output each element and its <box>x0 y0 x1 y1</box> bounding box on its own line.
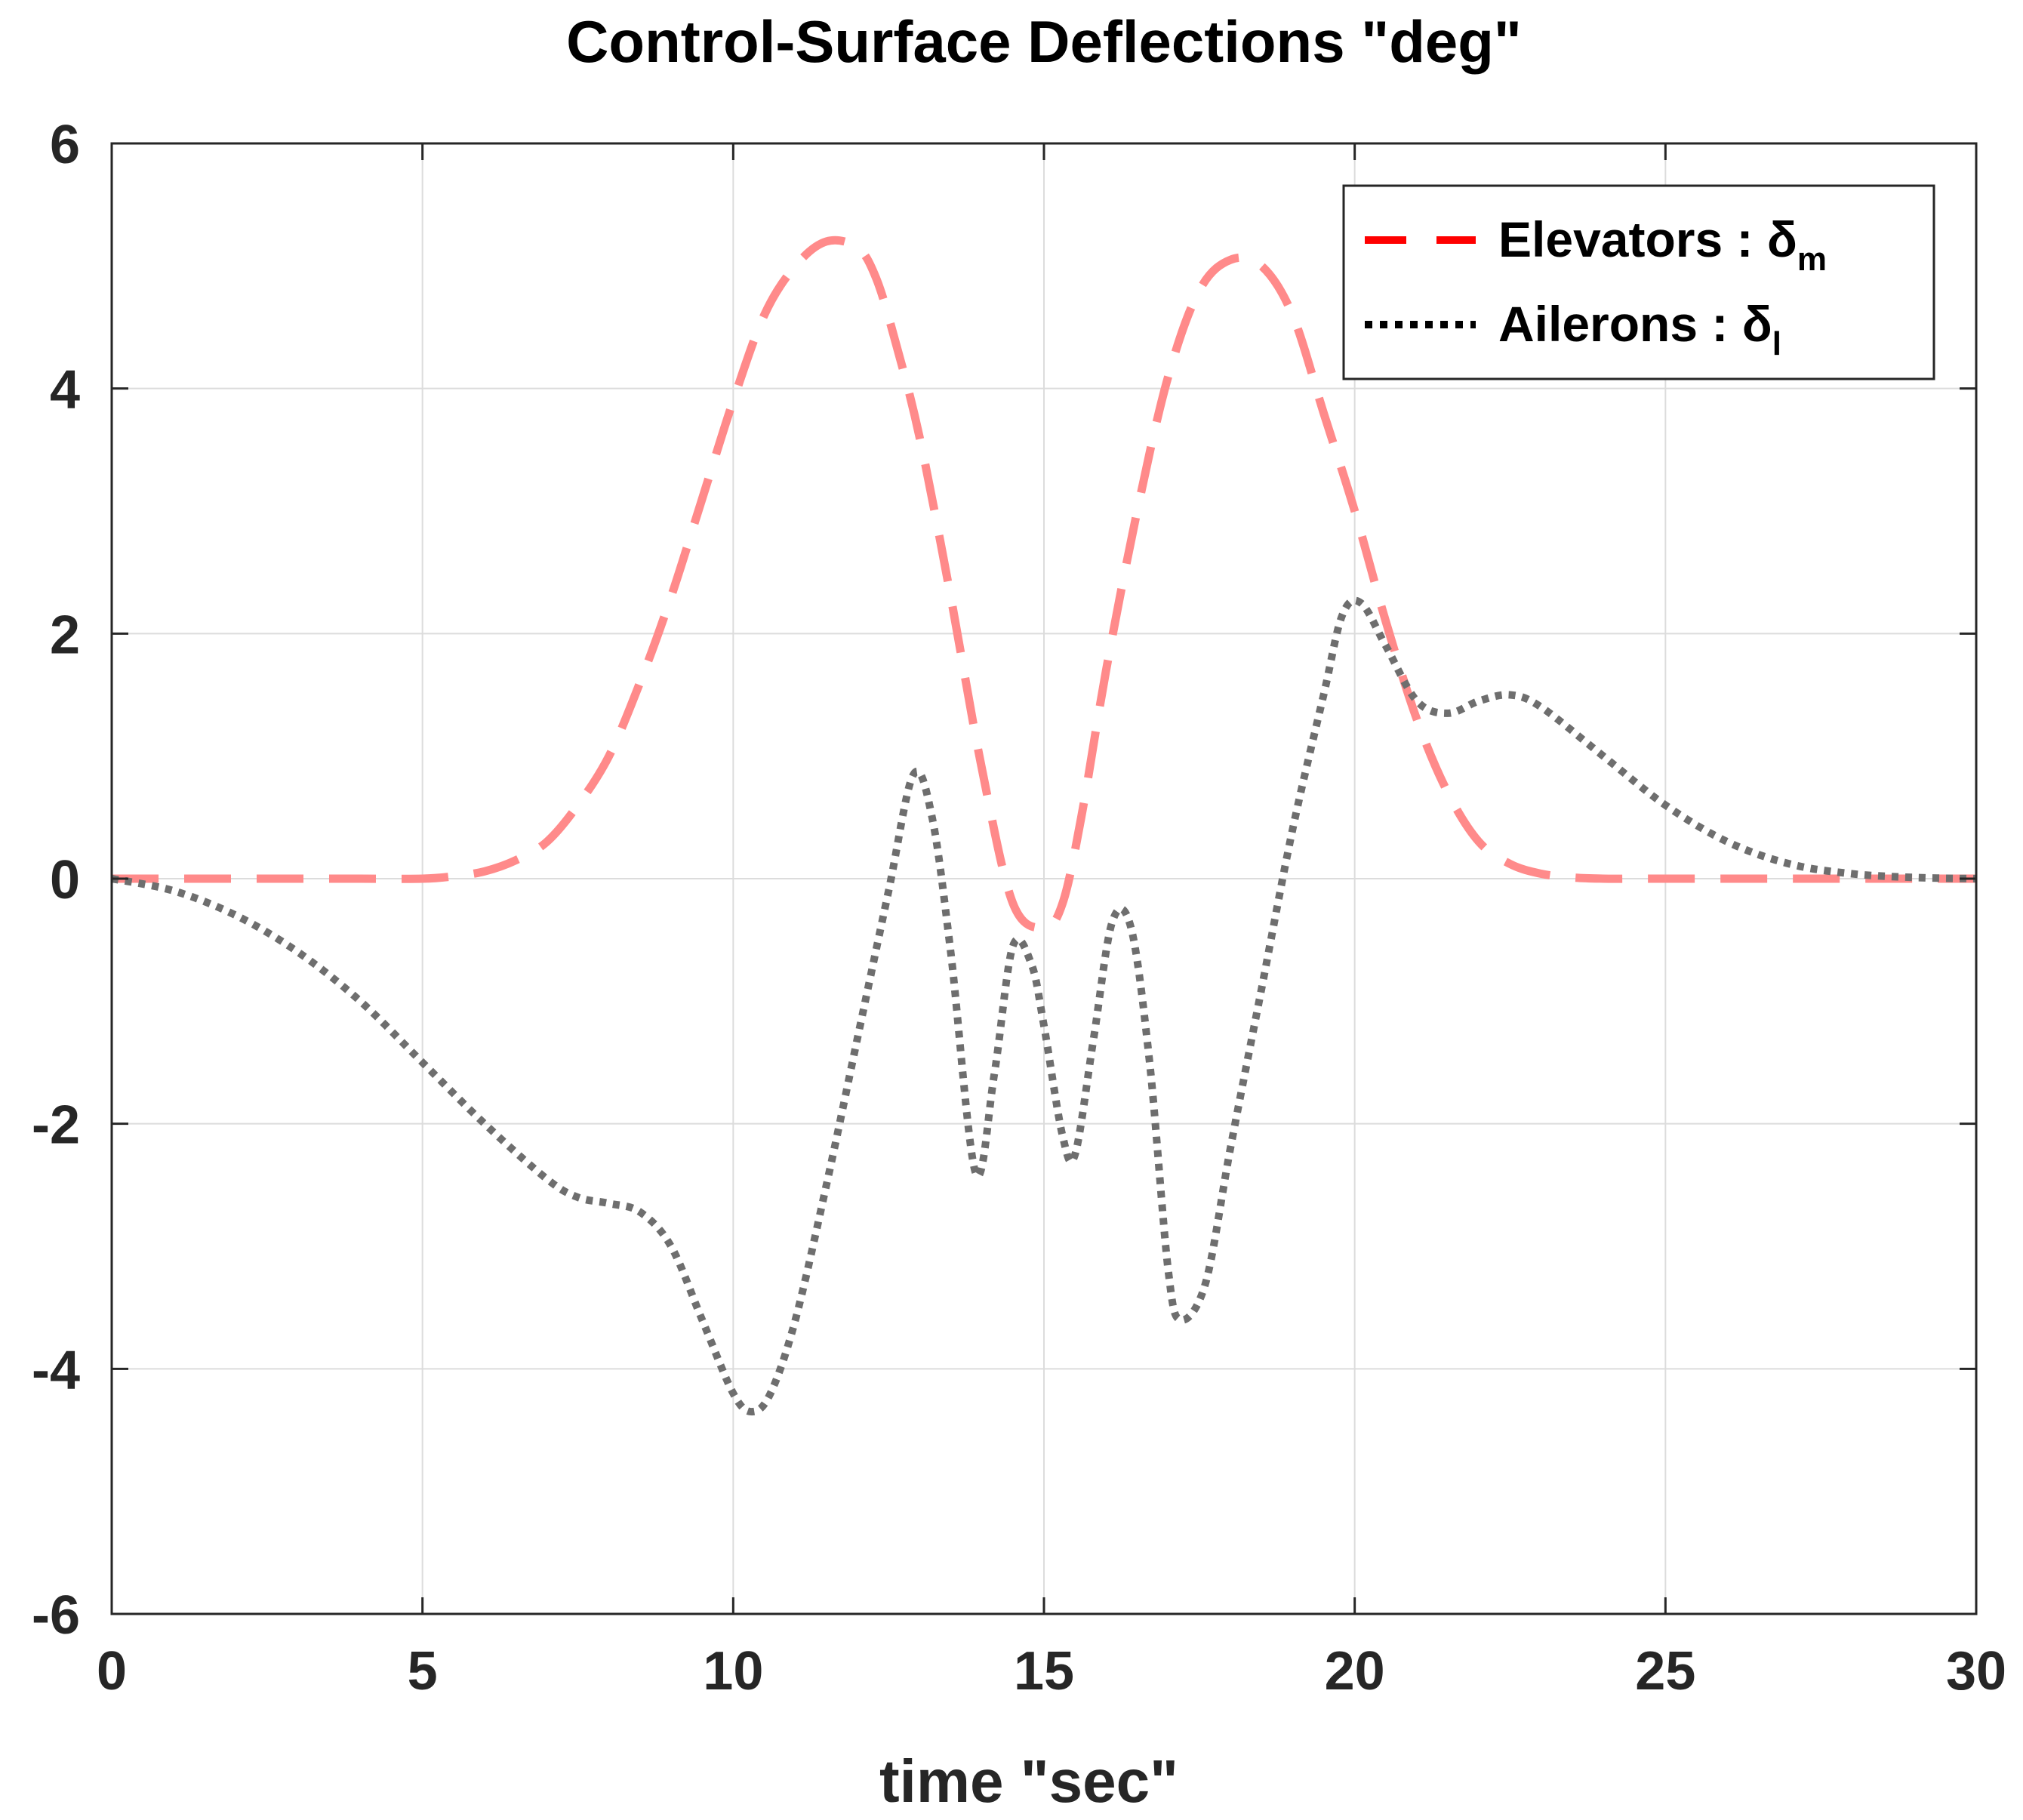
y-tick-label: -6 <box>32 1585 80 1646</box>
series-line-elevators <box>111 236 1976 932</box>
x-tick-label: 25 <box>1635 1641 1695 1701</box>
x-tick-label: 20 <box>1325 1641 1385 1701</box>
legend-label-elevators: Elevators : δm <box>1498 211 1827 278</box>
y-tick-label: -2 <box>32 1095 80 1156</box>
x-tick-label: 15 <box>1014 1641 1074 1701</box>
y-tick-label: 4 <box>50 360 80 420</box>
legend-box <box>1342 184 1935 380</box>
y-tick-label: 6 <box>50 115 80 175</box>
series-line-ailerons <box>111 596 1977 1416</box>
y-tick-label: 0 <box>50 850 80 910</box>
plot-series <box>111 236 1977 1416</box>
x-tick-label: 0 <box>97 1641 127 1701</box>
x-tick-label: 30 <box>1946 1641 2006 1701</box>
chart-title: Control-Surface Deflections "deg" <box>566 8 1522 75</box>
x-tick-label: 10 <box>703 1641 763 1701</box>
legend: Elevators : δm Ailerons : δl <box>1342 184 1935 380</box>
x-tick-label: 5 <box>408 1641 438 1701</box>
y-tick-label: -4 <box>32 1340 80 1400</box>
x-axis-label: time "sec" <box>879 1748 1178 1815</box>
y-tick-label: 2 <box>50 605 80 665</box>
legend-label-ailerons: Ailerons : δl <box>1498 296 1781 362</box>
